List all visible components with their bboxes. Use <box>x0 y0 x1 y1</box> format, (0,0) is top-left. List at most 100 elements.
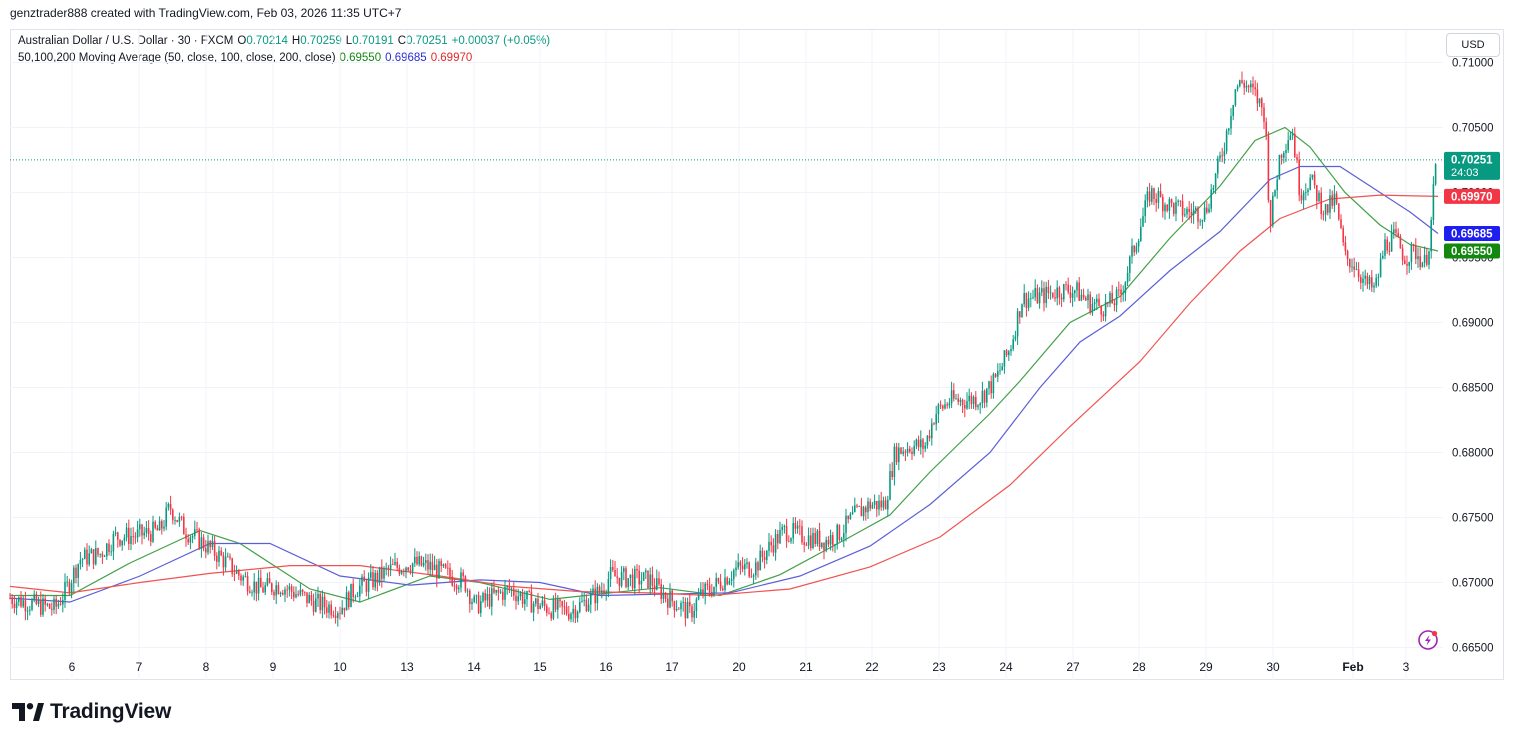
y-tick-label: 0.67500 <box>1452 513 1494 525</box>
candle-body <box>427 560 429 570</box>
candle-body <box>308 595 310 604</box>
close-label: C <box>397 35 407 47</box>
candle-body <box>1386 239 1388 251</box>
candle-body <box>647 570 649 588</box>
candle-body <box>79 559 82 565</box>
candle-body <box>1144 200 1146 217</box>
currency-button[interactable]: USD <box>1446 33 1500 57</box>
candle-body <box>1432 184 1435 220</box>
candle-body <box>1261 98 1263 108</box>
tradingview-logo[interactable]: TradingView <box>12 700 171 724</box>
candle-body <box>1335 193 1338 204</box>
candle-body <box>1283 152 1285 158</box>
candle-body <box>31 600 33 610</box>
candle-body <box>568 613 570 620</box>
candle-body <box>1395 229 1397 233</box>
candle-body <box>843 533 845 539</box>
candle-body <box>1384 239 1386 256</box>
candle-body <box>422 562 425 566</box>
candle-body <box>1148 191 1151 202</box>
candle-body <box>598 586 601 593</box>
candle-body <box>543 600 546 606</box>
ma-title[interactable]: 50,100,200 Moving Average (50, close, 10… <box>18 52 336 64</box>
moving-average-legend[interactable]: 50,100,200 Moving Average (50, close, 10… <box>18 52 476 64</box>
candle-body <box>486 593 489 601</box>
candle-body <box>154 521 156 528</box>
candle-body <box>876 501 878 510</box>
candle-body <box>825 539 827 551</box>
candle-body <box>1100 305 1102 315</box>
candle-body <box>757 562 759 571</box>
candle-body <box>1228 128 1230 131</box>
candle-body <box>1153 188 1155 199</box>
candle-body <box>172 509 174 521</box>
symbol-legend[interactable]: Australian Dollar / U.S. Dollar · 30 · F… <box>18 35 554 47</box>
candle-body <box>913 445 915 455</box>
candle-body <box>508 586 511 590</box>
candle-body <box>231 558 233 574</box>
low-label: L <box>345 35 353 47</box>
candle-body <box>884 500 887 510</box>
candle-body <box>442 564 445 567</box>
candle-body <box>1155 198 1157 203</box>
candle-body <box>671 590 673 602</box>
candle-body <box>1419 256 1421 268</box>
candle-body <box>803 542 805 545</box>
candle-body <box>761 550 764 558</box>
candle-body <box>889 471 891 500</box>
candle-body <box>394 561 396 565</box>
candle-body <box>691 606 693 618</box>
candle-body <box>895 446 898 463</box>
candle-body <box>88 553 90 565</box>
candle-body <box>627 578 629 587</box>
candle-body <box>141 524 143 536</box>
moving-average-lines <box>9 126 1439 603</box>
candle-body <box>1291 133 1294 136</box>
candle-body <box>257 577 260 594</box>
candle-body <box>1047 286 1050 294</box>
candle-body <box>1329 195 1331 213</box>
candle-body <box>642 572 645 581</box>
candle-body <box>774 534 777 553</box>
candle-body <box>909 448 911 452</box>
candle-body <box>339 613 341 615</box>
candle-body <box>1428 251 1430 265</box>
lightning-icon[interactable] <box>1418 630 1438 650</box>
candle-body <box>625 568 627 587</box>
tradingview-logo-icon <box>12 703 44 721</box>
y-tick-label: 0.67000 <box>1452 578 1494 590</box>
candle-body <box>240 575 242 581</box>
candle-body <box>101 553 104 557</box>
candle-body <box>548 612 550 614</box>
candle-body <box>521 593 524 605</box>
candle-body <box>1377 276 1380 278</box>
candle-body <box>904 451 907 453</box>
candle-body <box>110 551 112 553</box>
candle-body <box>1245 85 1248 88</box>
candle-body <box>563 606 566 608</box>
candle-body <box>70 583 73 592</box>
candle-body <box>161 521 163 529</box>
candle-body <box>1357 269 1360 277</box>
candle-body <box>462 572 464 577</box>
candle-body <box>722 588 724 591</box>
candle-body <box>812 532 814 549</box>
candle-body <box>1296 157 1298 160</box>
candle-body <box>856 505 858 507</box>
candle-body <box>484 592 486 601</box>
candle-body <box>220 550 222 556</box>
candle-body <box>431 561 434 571</box>
candle-body <box>620 571 623 587</box>
candle-body <box>1159 191 1162 197</box>
candle-body <box>594 588 596 604</box>
candle-body <box>510 588 513 590</box>
low-value: 0.70191 <box>352 35 394 47</box>
candle-body <box>1093 302 1096 305</box>
candle-body <box>381 566 383 579</box>
x-tick-label: 13 <box>400 660 414 674</box>
candle-body <box>975 396 977 408</box>
candle-body <box>453 585 456 587</box>
candle-body <box>466 590 469 592</box>
candle-body <box>106 543 108 557</box>
